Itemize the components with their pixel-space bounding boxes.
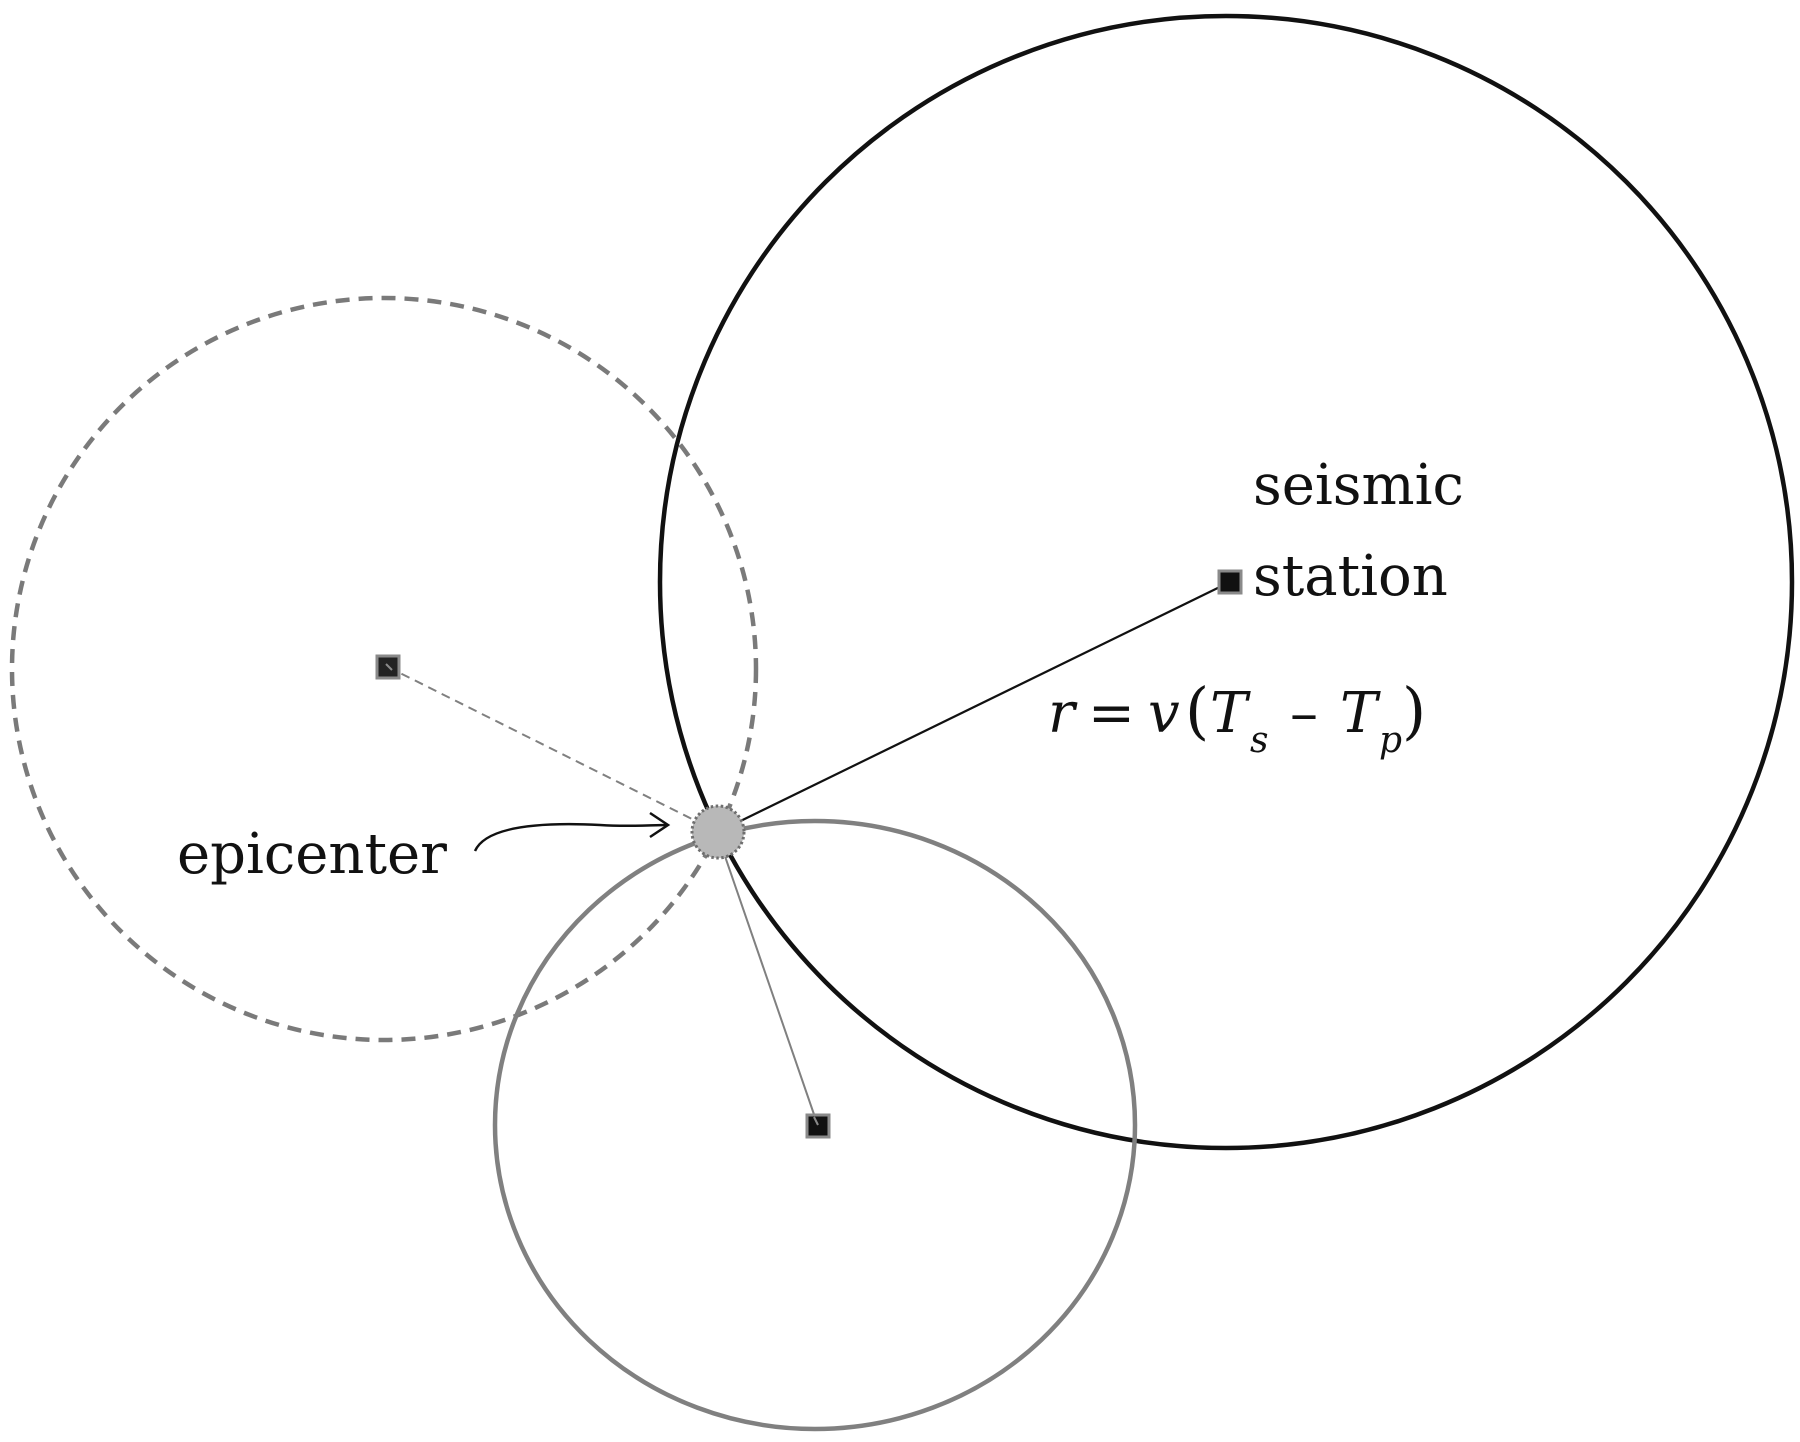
- range-circle-left-dashed: [9, 295, 759, 1043]
- range-circle-bottom-gray: [492, 818, 1138, 1432]
- formula-T2: T: [1340, 681, 1381, 746]
- radius-line-right: [717, 581, 1231, 833]
- station-marker-left: [375, 654, 401, 680]
- epicenter-pointer-arrow: [473, 811, 671, 852]
- epicenter-label: epicenter: [177, 822, 447, 887]
- formula-open-paren: (: [1185, 674, 1209, 747]
- formula-close-paren: ): [1402, 674, 1426, 747]
- station-marker-bottom: [805, 1113, 831, 1139]
- range-circle-right-black: [657, 13, 1795, 1151]
- station-label-seismic: seismic: [1253, 453, 1464, 518]
- radius-line-left-dashed: [387, 666, 711, 829]
- formula-r: r: [1048, 681, 1078, 746]
- formula-subscript-s: s: [1250, 720, 1268, 761]
- radius-line-bottom: [717, 835, 819, 1127]
- formula-subscript-p: p: [1379, 720, 1402, 761]
- distance-formula: r = v ( T s – T p ): [1048, 674, 1426, 761]
- formula-v: v: [1148, 681, 1180, 746]
- station-marker-right: [1217, 569, 1243, 595]
- epicenter-marker: [690, 804, 746, 860]
- station-label-station: station: [1253, 544, 1448, 609]
- formula-equals: =: [1088, 681, 1135, 746]
- formula-T1: T: [1210, 681, 1251, 746]
- formula-minus: –: [1290, 681, 1318, 746]
